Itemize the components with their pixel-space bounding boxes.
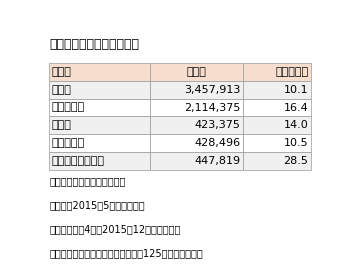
Text: アディダス: アディダス	[52, 103, 85, 113]
Text: 428,496: 428,496	[194, 138, 240, 148]
Bar	[150, 134, 243, 152]
Text: ナイキ: ナイキ	[52, 85, 72, 95]
Bar	[49, 63, 150, 81]
Text: 2,114,375: 2,114,375	[184, 103, 240, 113]
Bar	[49, 99, 150, 116]
Bar	[243, 81, 311, 99]
Text: 10.1: 10.1	[284, 85, 308, 95]
Bar	[150, 152, 243, 170]
Text: 企業名: 企業名	[52, 67, 72, 77]
Bar	[49, 116, 150, 134]
Bar	[243, 116, 311, 134]
Text: 売上高: 売上高	[187, 67, 206, 77]
Bar	[150, 81, 243, 99]
Bar	[243, 63, 311, 81]
Text: ナイキを除く4社は2015年12月期の数値。: ナイキを除く4社は2015年12月期の数値。	[49, 224, 181, 234]
Bar	[150, 63, 243, 81]
Bar	[243, 152, 311, 170]
Text: アディダスおよびプーマはユーロ＝125円で换算した。: アディダスおよびプーマはユーロ＝125円で换算した。	[49, 248, 203, 258]
Text: 10.5: 10.5	[284, 138, 308, 148]
Text: 423,375: 423,375	[194, 120, 240, 130]
Bar	[243, 99, 311, 116]
Bar	[49, 81, 150, 99]
Bar	[49, 152, 150, 170]
Text: アンダーアーマー: アンダーアーマー	[52, 156, 105, 166]
Text: 14.0: 14.0	[284, 120, 308, 130]
Text: 447,819: 447,819	[194, 156, 240, 166]
Text: プーマ: プーマ	[52, 120, 72, 130]
Text: 16.4: 16.4	[284, 103, 308, 113]
Bar	[150, 116, 243, 134]
Text: 単位は百万円、増減率は％。: 単位は百万円、増減率は％。	[49, 176, 126, 186]
Text: ナイキは2015年5月期の数値。: ナイキは2015年5月期の数値。	[49, 200, 145, 210]
Bar	[49, 134, 150, 152]
Text: 28.5: 28.5	[284, 156, 308, 166]
Text: 3,457,913: 3,457,913	[184, 85, 240, 95]
Text: アシックス: アシックス	[52, 138, 85, 148]
Bar	[150, 99, 243, 116]
Text: 主要スポーツ企業の売上高: 主要スポーツ企業の売上高	[49, 38, 139, 51]
Bar	[243, 134, 311, 152]
Text: （増減率）: （増減率）	[275, 67, 308, 77]
